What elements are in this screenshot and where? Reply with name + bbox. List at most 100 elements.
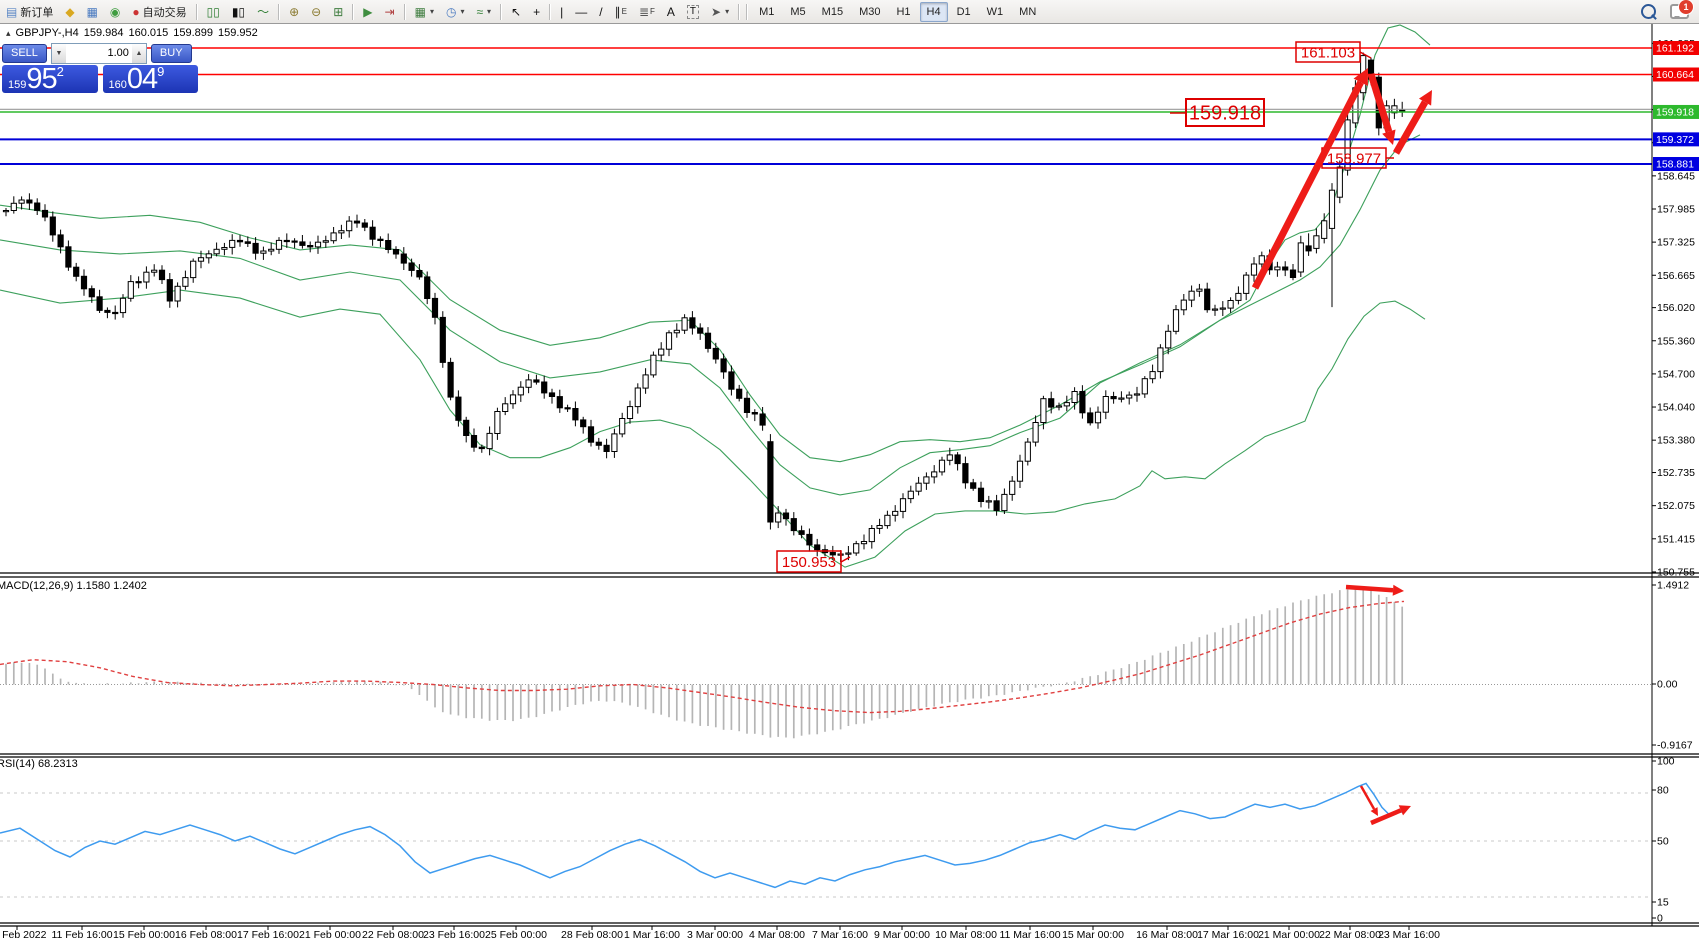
fibonacci-icon[interactable]: ≣ F [634, 1, 660, 23]
text-label-icon[interactable]: T [682, 1, 704, 23]
time-tick-label: 22 Feb 08:00 [362, 929, 424, 941]
signals-icon[interactable]: ◉ [105, 1, 125, 23]
chart-shift-icon[interactable]: ⇥ [380, 1, 400, 23]
candle-body [626, 406, 634, 420]
text-icon[interactable]: A [662, 1, 680, 23]
candle-body [197, 257, 205, 262]
timeframe-M1[interactable]: M1 [759, 5, 775, 18]
price-badge-label: 158.881 [1656, 159, 1694, 171]
candle-body [1110, 396, 1117, 400]
bar-chart-icon[interactable]: ▯▯ [202, 1, 225, 23]
candle-body [892, 510, 899, 516]
toolbar-separator [549, 3, 552, 20]
timeframe-D1[interactable]: D1 [956, 5, 971, 18]
sell-button[interactable]: SELL [2, 43, 47, 63]
timeframe-MN[interactable]: MN [1019, 5, 1037, 18]
arrows-icon[interactable]: ➤ ▾ [706, 1, 734, 23]
candle-body [868, 528, 875, 543]
buy-button[interactable]: BUY [150, 43, 192, 63]
annotation-price-box[interactable] [776, 550, 842, 573]
candle-body [790, 518, 797, 532]
cursor-icon: ↖ [511, 4, 522, 19]
trend-arrow[interactable] [1251, 80, 1364, 290]
annotation-price-box[interactable] [1185, 98, 1265, 127]
auto-scroll-icon[interactable]: ▶ [358, 1, 377, 23]
trend-arrow[interactable] [1367, 72, 1393, 133]
new-order-button[interactable]: ▤ 新订单 [1, 1, 58, 23]
search-icon[interactable] [1641, 4, 1656, 19]
cursor-icon[interactable]: ↖ [506, 1, 526, 23]
volume-input[interactable] [65, 43, 132, 63]
trend-arrow[interactable] [1392, 100, 1429, 155]
candle-body [619, 418, 626, 435]
candle-body [1219, 307, 1226, 310]
candle-body [962, 463, 969, 484]
price-badge [1653, 104, 1699, 119]
candle-body [611, 433, 618, 452]
candle-body [970, 482, 977, 489]
chat-icon[interactable]: 1 [1670, 0, 1694, 19]
vline-icon[interactable]: | [555, 1, 568, 23]
candle-body [447, 361, 454, 398]
terminal-icon[interactable]: ▦ [82, 1, 103, 23]
timeframe-M5[interactable]: M5 [790, 5, 806, 18]
macd-tick-label: -0.9167 [1657, 740, 1693, 752]
candle-body [353, 220, 361, 224]
trend-arrow[interactable] [1359, 785, 1376, 810]
zoom-in-icon: ⊕ [289, 4, 300, 19]
periods-icon[interactable]: ◷ ▾ [441, 1, 470, 23]
candle-body [665, 332, 673, 350]
candle-body [166, 279, 173, 302]
indicators-icon[interactable]: ≈ ▾ [471, 1, 496, 23]
macd-signal-line [0, 600, 1405, 714]
candle-body [478, 446, 485, 450]
buy-price-pipette: 9 [157, 64, 165, 79]
candle-body [860, 541, 868, 545]
sell-price[interactable]: 159 95 2 [2, 63, 98, 95]
bollinger-middle-band [0, 134, 1421, 496]
sell-price-pips: 95 [26, 63, 57, 95]
candle-body [127, 281, 134, 299]
ohlc-close: 159.952 [218, 27, 258, 39]
candle-body [1336, 166, 1343, 198]
new-chart-icon[interactable]: ▦ ▾ [410, 1, 439, 23]
volume-down-button[interactable]: ▼ [51, 43, 66, 63]
timeframe-H4[interactable]: H4 [919, 1, 948, 22]
trend-arrow[interactable] [1370, 808, 1402, 826]
one-click-trading: SELL ▼ ▲ BUY 159 95 2 160 04 9 [2, 42, 198, 95]
candle-body [681, 317, 688, 331]
timeframe-M30[interactable]: M30 [859, 5, 881, 18]
candle-body [1328, 189, 1336, 229]
candle-chart-icon[interactable]: ▮▯ [227, 1, 250, 23]
hline-icon[interactable]: — [570, 1, 592, 23]
trendline-icon[interactable]: / [594, 1, 607, 23]
timeframe-M15[interactable]: M15 [821, 5, 844, 18]
candle-body [330, 232, 337, 242]
timeframe-H1[interactable]: H1 [896, 5, 911, 18]
zoom-in-icon[interactable]: ⊕ [284, 1, 304, 23]
annotation-price-box[interactable] [1295, 41, 1361, 63]
buy-price[interactable]: 160 04 9 [102, 64, 198, 94]
line-chart-icon[interactable]: ～ [252, 1, 274, 23]
tile-windows-icon[interactable]: ⊞ [328, 1, 348, 23]
candle-body [1297, 242, 1304, 273]
autotrade-button[interactable]: ● 自动交易 [127, 1, 191, 23]
price-tick-label: 151.415 [1657, 533, 1695, 545]
new-order-button-label: 新订单 [20, 6, 54, 19]
cleanup-icon[interactable]: ◆ [60, 1, 79, 23]
crosshair-icon[interactable]: + [528, 1, 545, 23]
volume-up-button[interactable]: ▲ [131, 43, 146, 63]
trend-arrow[interactable] [1345, 584, 1394, 593]
candle-body [845, 552, 852, 555]
channel-icon[interactable]: ∥ E [610, 1, 632, 23]
trend-arrow-head [1398, 805, 1411, 816]
new-order-icon: ▤ [6, 4, 18, 19]
trend-arrow-head [1418, 90, 1432, 106]
candle-body [1211, 308, 1219, 311]
zoom-out-icon[interactable]: ⊖ [306, 1, 326, 23]
timeframe-W1[interactable]: W1 [986, 5, 1004, 18]
candle-body [41, 209, 49, 218]
candle-body [1032, 422, 1039, 443]
